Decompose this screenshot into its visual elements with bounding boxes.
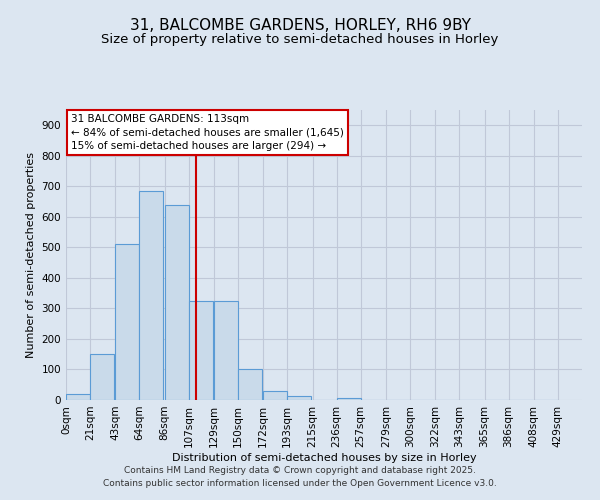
Bar xyxy=(139,191,163,400)
Bar xyxy=(188,301,213,400)
Bar xyxy=(287,396,311,400)
Y-axis label: Number of semi-detached properties: Number of semi-detached properties xyxy=(26,152,36,358)
Bar xyxy=(164,204,188,400)
Text: Contains HM Land Registry data © Crown copyright and database right 2025.
Contai: Contains HM Land Registry data © Crown c… xyxy=(103,466,497,487)
Text: 31, BALCOMBE GARDENS, HORLEY, RH6 9BY: 31, BALCOMBE GARDENS, HORLEY, RH6 9BY xyxy=(130,18,470,32)
Bar xyxy=(115,244,139,400)
Text: Size of property relative to semi-detached houses in Horley: Size of property relative to semi-detach… xyxy=(101,32,499,46)
Bar xyxy=(263,391,287,400)
Bar xyxy=(337,398,361,400)
Bar xyxy=(66,394,90,400)
Bar xyxy=(90,354,114,400)
Text: 31 BALCOMBE GARDENS: 113sqm
← 84% of semi-detached houses are smaller (1,645)
15: 31 BALCOMBE GARDENS: 113sqm ← 84% of sem… xyxy=(71,114,344,151)
Bar xyxy=(238,370,262,400)
Bar xyxy=(214,301,238,400)
X-axis label: Distribution of semi-detached houses by size in Horley: Distribution of semi-detached houses by … xyxy=(172,452,476,462)
